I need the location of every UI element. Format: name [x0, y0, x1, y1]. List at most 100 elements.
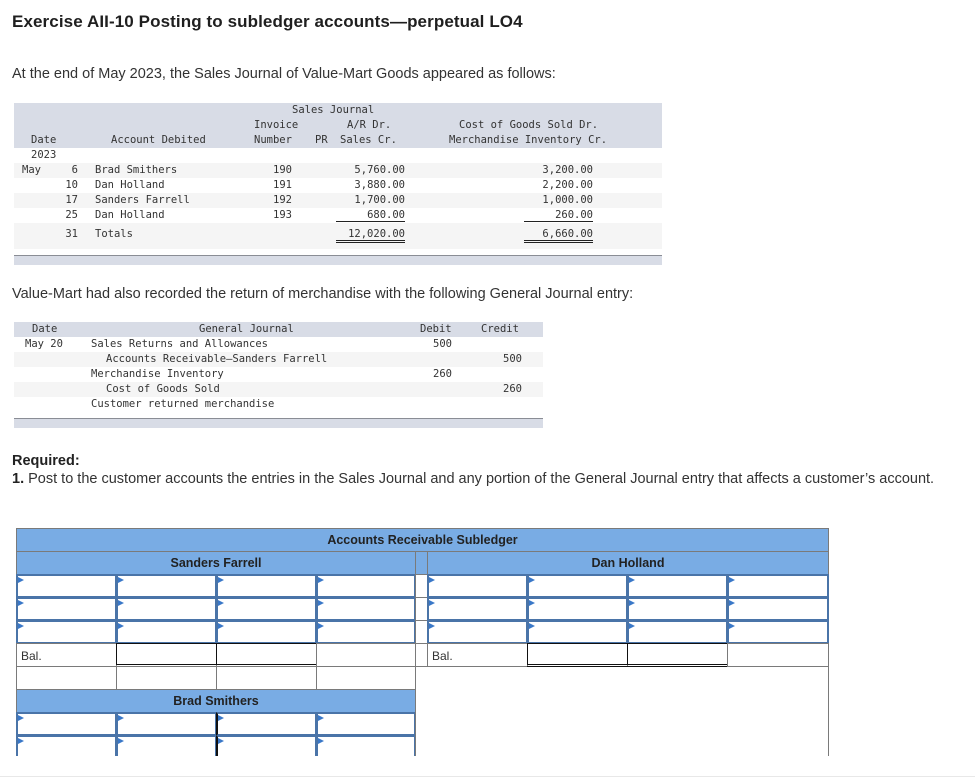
header-account: Account Debited [111, 134, 206, 146]
cogs-total: 6,660.00 [524, 228, 593, 243]
sales-journal-title: Sales Journal [292, 104, 375, 116]
bs-credit-date-2[interactable] [216, 735, 317, 756]
dh-debit-amount-1[interactable] [527, 574, 628, 598]
sf-balance-debit[interactable] [116, 643, 217, 667]
sf-credit-amount-2[interactable] [316, 597, 416, 621]
bs-debit-amount-2[interactable] [116, 735, 217, 756]
ar-amount: 3,880.00 [354, 179, 405, 191]
sf-debit-amount-3[interactable] [116, 620, 217, 644]
sf-debit-amount-2[interactable] [116, 597, 217, 621]
sf-credit-date-1[interactable] [216, 574, 317, 598]
year-row: 2023 [14, 148, 662, 163]
table-row: May 20 Sales Returns and Allowances 500 [14, 337, 543, 352]
entry-text: Cost of Goods Sold [106, 383, 220, 395]
month: May [22, 164, 41, 176]
debit: 260 [433, 368, 452, 380]
ar-amount: 680.00 [336, 209, 405, 222]
sf-debit-date-2[interactable] [16, 597, 117, 621]
account: Dan Holland [95, 209, 165, 221]
sf-blank-cell [316, 666, 416, 690]
bs-credit-amount-2[interactable] [316, 735, 416, 756]
dh-balance-label-cell: Bal. [427, 643, 528, 667]
year: 2023 [31, 149, 57, 161]
bs-credit-amount-1[interactable] [316, 712, 416, 736]
account-header-dan-holland: Dan Holland [427, 551, 829, 575]
account: Dan Holland [95, 179, 165, 191]
dh-credit-date-2[interactable] [627, 597, 728, 621]
header-pr: PR [315, 134, 328, 146]
required-label: Required: [12, 453, 80, 469]
invoice: 192 [273, 194, 292, 206]
sf-credit-date-3[interactable] [216, 620, 317, 644]
table-row: 25 Dan Holland 193 680.00 260.00 [14, 208, 662, 223]
cogs-amount: 1,000.00 [542, 194, 593, 206]
header-date: Date [31, 134, 57, 146]
bs-debit-amount-1[interactable] [116, 712, 217, 736]
required-section: Required: 1. Post to the customer accoun… [12, 452, 962, 488]
sf-balance-label: Bal. [21, 649, 42, 663]
subledger-title: Accounts Receivable Subledger [16, 528, 829, 552]
dh-debit-date-2[interactable] [427, 597, 528, 621]
day: 10 [65, 179, 78, 191]
bs-credit-date-1[interactable] [216, 712, 317, 736]
dh-credit-date-3[interactable] [627, 620, 728, 644]
dh-debit-date-3[interactable] [427, 620, 528, 644]
dh-credit-date-1[interactable] [627, 574, 728, 598]
dh-credit-amount-2[interactable] [727, 597, 829, 621]
page-bottom-divider [0, 776, 975, 777]
dh-debit-amount-3[interactable] [527, 620, 628, 644]
sf-balance-label-cell: Bal. [16, 643, 117, 667]
header-cogs-2: Merchandise Inventory Cr. [449, 134, 608, 146]
debit: 500 [433, 338, 452, 350]
credit: 500 [503, 353, 522, 365]
entry-text: Accounts Receivable—Sanders Farrell [106, 353, 328, 365]
dh-balance-debit[interactable] [527, 643, 628, 667]
account: Brad Smithers [95, 164, 178, 176]
required-number: 1. [12, 471, 25, 487]
header-date: Date [32, 323, 58, 335]
dh-credit-amount-1[interactable] [727, 574, 829, 598]
dh-credit-amount-3[interactable] [727, 620, 829, 644]
sf-debit-date-1[interactable] [16, 574, 117, 598]
header-title: General Journal [199, 323, 294, 335]
dh-balance-credit[interactable] [627, 643, 728, 667]
header-ar-1: A/R Dr. [347, 119, 392, 131]
bs-debit-date-2[interactable] [16, 735, 117, 756]
invoice: 191 [273, 179, 292, 191]
cogs-amount: 2,200.00 [542, 179, 593, 191]
ar-total: 12,020.00 [336, 228, 405, 243]
totals-label: Totals [95, 228, 133, 240]
account: Sanders Farrell [95, 194, 190, 206]
entry-text: Sales Returns and Allowances [91, 338, 269, 350]
ar-amount: 1,700.00 [354, 194, 405, 206]
table-row: Accounts Receivable—Sanders Farrell 500 [14, 352, 543, 367]
page-title: Exercise AII-10 Posting to subledger acc… [12, 12, 523, 31]
sf-debit-amount-1[interactable] [116, 574, 217, 598]
day: 17 [65, 194, 78, 206]
table-row: May 6 Brad Smithers 190 5,760.00 3,200.0… [14, 163, 662, 178]
day: 25 [65, 209, 78, 221]
sf-balance-credit[interactable] [216, 643, 317, 667]
entry-text: Customer returned merchandise [91, 398, 275, 410]
table-row: Cost of Goods Sold 260 [14, 382, 543, 397]
ledger-middle-border [415, 689, 416, 756]
sf-credit-amount-1[interactable] [316, 574, 416, 598]
invoice: 193 [273, 209, 292, 221]
entry-text: Merchandise Inventory [91, 368, 224, 380]
sf-debit-date-3[interactable] [16, 620, 117, 644]
general-journal-footer [14, 418, 543, 428]
sf-credit-amount-3[interactable] [316, 620, 416, 644]
intro-text: At the end of May 2023, the Sales Journa… [12, 66, 556, 82]
dh-debit-amount-2[interactable] [527, 597, 628, 621]
table-row: 10 Dan Holland 191 3,880.00 2,200.00 [14, 178, 662, 193]
sf-credit-date-2[interactable] [216, 597, 317, 621]
sf-blank-cell [216, 666, 317, 690]
totals-row: 31 Totals 12,020.00 6,660.00 [14, 223, 662, 249]
table-row: Merchandise Inventory 260 [14, 367, 543, 382]
header-invoice-2: Number [254, 134, 292, 146]
bs-debit-date-1[interactable] [16, 712, 117, 736]
date: May 20 [25, 338, 63, 350]
dh-debit-date-1[interactable] [427, 574, 528, 598]
header-credit: Credit [481, 323, 519, 335]
account-header-brad-smithers: Brad Smithers [16, 689, 416, 713]
